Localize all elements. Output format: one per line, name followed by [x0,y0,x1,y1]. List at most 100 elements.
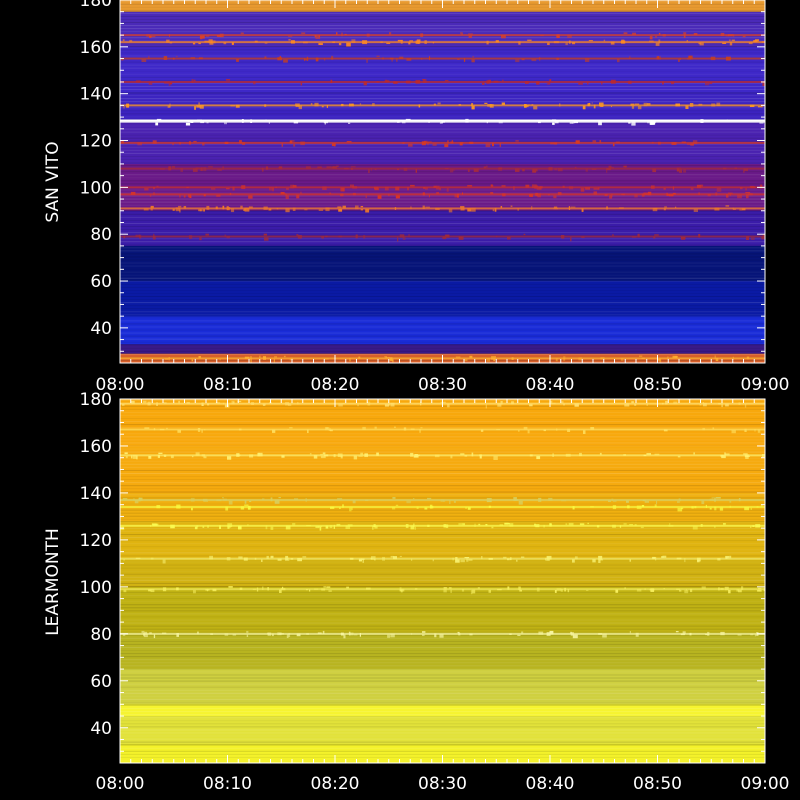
burst-speck [569,122,574,124]
striation-line [120,466,765,468]
burst-speck [549,523,552,527]
burst-speck [421,141,426,146]
burst-speck [763,588,765,591]
burst-speck [176,504,181,509]
burst-speck [272,429,276,433]
burst-speck [159,168,165,170]
burst-speck [439,634,444,638]
y-tick-label: 120 [80,132,112,152]
burst-speck [360,558,365,560]
burst-speck [226,207,230,211]
burst-speck [374,559,376,561]
burst-speck [652,168,657,173]
burst-speck [389,357,393,361]
burst-speck [183,206,187,209]
burst-speck [732,34,735,37]
burst-speck [393,81,398,84]
y-tick-label: 60 [90,672,112,692]
burst-speck [172,208,175,211]
burst-speck [246,634,249,637]
burst-speck [186,186,189,189]
striation-line [120,347,765,349]
burst-speck [315,35,321,39]
striation-line [120,125,765,127]
striation-line [120,46,765,48]
burst-speck [352,192,356,196]
striation-line [120,607,765,609]
burst-speck [402,121,406,124]
striation-line [120,189,765,191]
burst-speck [219,525,221,529]
y-tick-label: 180 [80,0,112,11]
burst-speck [393,556,397,560]
burst-speck [305,498,307,502]
burst-speck [317,166,322,168]
burst-speck [215,206,218,210]
burst-speck [415,168,417,173]
burst-speck [318,209,324,211]
burst-speck [546,632,551,636]
burst-speck [371,556,376,560]
burst-speck [478,523,481,526]
burst-speck [603,39,606,42]
burst-speck [585,187,590,190]
striation-line [120,180,765,182]
burst-speck [634,194,638,198]
burst-speck [611,106,612,107]
burst-speck [653,207,658,210]
burst-speck [738,402,741,405]
striation-line [120,265,765,267]
striation-line [120,76,765,78]
burst-speck [536,82,540,85]
burst-speck [265,525,268,530]
striation-line [120,570,765,572]
burst-speck [718,403,723,405]
burst-speck [470,590,473,595]
burst-speck [288,633,291,637]
burst-speck [615,589,619,593]
striation-line [120,543,765,545]
burst-speck [619,525,622,528]
burst-speck [458,523,463,526]
burst-speck [385,357,391,359]
burst-speck [144,427,150,429]
burst-speck [508,523,510,525]
burst-speck [226,235,230,239]
burst-speck [402,236,406,240]
burst-speck [449,169,454,173]
burst-speck [737,194,742,199]
burst-speck [490,184,493,187]
burst-speck [310,103,313,105]
burst-speck [195,452,200,456]
burst-speck [675,206,677,208]
burst-speck [447,404,450,408]
burst-speck [382,57,384,60]
burst-speck [306,56,309,60]
burst-speck [297,235,302,239]
burst-speck [268,208,272,211]
burst-speck [444,168,449,170]
striation-line [120,107,765,109]
burst-speck [574,403,579,407]
burst-speck [414,588,418,590]
burst-speck [497,588,502,591]
burst-speck [180,168,183,172]
burst-speck [493,357,495,362]
striation-line [120,750,765,752]
burst-speck [720,32,725,37]
striation-line [120,253,765,255]
burst-speck [163,454,167,457]
striation-line [120,101,765,103]
burst-speck [319,526,322,531]
burst-speck [198,209,202,212]
burst-speck [133,498,135,501]
burst-speck [229,192,232,196]
burst-speck [342,504,344,508]
x-tick-label: 08:00 [96,774,145,794]
burst-speck [549,79,552,82]
burst-speck [640,526,644,529]
burst-speck [183,195,186,198]
burst-speck [205,589,210,591]
burst-speck [546,82,551,85]
burst-speck [490,357,494,359]
